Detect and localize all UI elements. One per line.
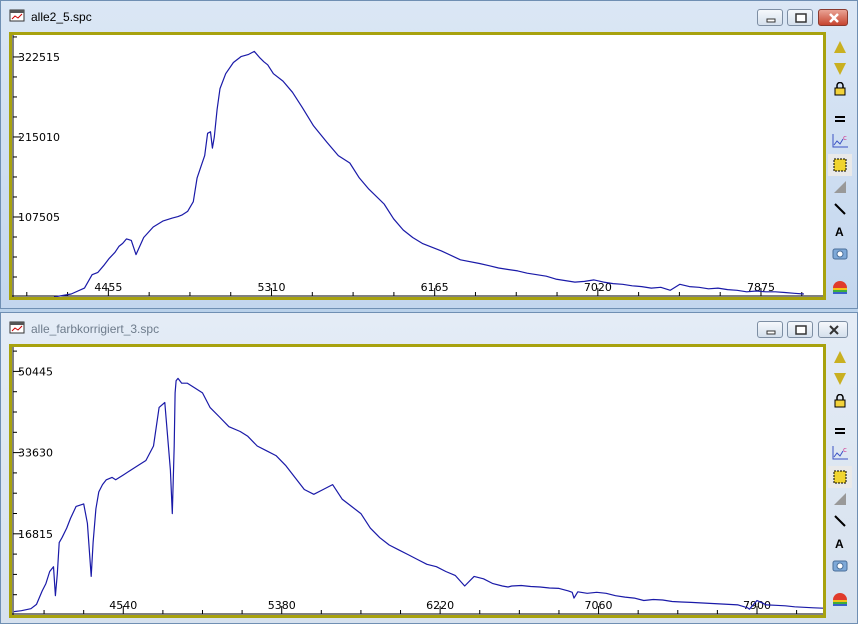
- minimize-icon: [766, 330, 776, 335]
- color-palette-icon: [833, 281, 847, 294]
- arrow-up-icon: [834, 41, 846, 53]
- spectrum-window-1: alle2_5.spc 107505 215010 322515 4455 5310 61…: [0, 0, 858, 309]
- spectrum-line: [13, 377, 823, 613]
- equals-button[interactable]: [828, 108, 852, 130]
- document-icon: [9, 321, 25, 334]
- camera-icon: [832, 560, 848, 572]
- line-tool-icon: [834, 203, 846, 215]
- maximize-icon: [795, 325, 807, 335]
- scroll-up-button[interactable]: [828, 36, 852, 58]
- line-tool-icon: [834, 515, 846, 527]
- svg-text:A: A: [835, 537, 844, 550]
- y-tick-label: 50445: [18, 365, 53, 378]
- close-button[interactable]: [818, 321, 848, 338]
- y-tick-label: 33630: [18, 447, 53, 460]
- lock-button[interactable]: [828, 78, 852, 100]
- arrow-up-icon: [834, 351, 846, 363]
- scroll-down-button[interactable]: [828, 368, 852, 390]
- svg-text:c: c: [843, 134, 847, 142]
- select-region-button[interactable]: [828, 466, 852, 488]
- x-tick-label: 4540: [109, 599, 137, 612]
- text-tool-icon: A: [835, 225, 844, 238]
- title-bar[interactable]: alle_farbkorrigiert_3.spc: [1, 313, 857, 343]
- document-icon: [9, 9, 25, 22]
- maximize-button[interactable]: [787, 321, 813, 338]
- profile-graph-icon: c: [832, 134, 848, 148]
- y-tick-label: 107505: [18, 211, 60, 224]
- line-tool-button[interactable]: [828, 510, 852, 532]
- gradient-icon: [834, 493, 846, 505]
- close-icon: [829, 13, 839, 23]
- lock-icon: [834, 394, 846, 408]
- x-tick-label: 5380: [268, 599, 296, 612]
- color-palette-button[interactable]: [828, 276, 852, 298]
- spectrum-line: [53, 50, 804, 297]
- x-tick-label: 6220: [426, 599, 454, 612]
- camera-icon: [832, 248, 848, 260]
- x-tick-label: 6165: [421, 281, 449, 294]
- text-tool-button[interactable]: A: [828, 532, 852, 554]
- gradient-button[interactable]: [828, 488, 852, 510]
- x-tick-label: 5310: [258, 281, 286, 294]
- maximize-icon: [795, 13, 807, 23]
- lock-button[interactable]: [828, 390, 852, 412]
- window-title: alle_farbkorrigiert_3.spc: [31, 322, 160, 336]
- title-bar[interactable]: alle2_5.spc: [1, 1, 857, 31]
- x-tick-label: 4455: [94, 281, 122, 294]
- profile-button[interactable]: c: [828, 130, 852, 152]
- close-button[interactable]: [818, 9, 848, 26]
- profile-button[interactable]: c: [828, 442, 852, 464]
- window-title: alle2_5.spc: [31, 10, 92, 24]
- scroll-down-button[interactable]: [828, 58, 852, 80]
- y-tick-label: 322515: [18, 51, 60, 64]
- arrow-down-icon: [834, 63, 846, 75]
- select-rect-icon: [833, 158, 847, 172]
- gradient-button[interactable]: [828, 176, 852, 198]
- spectrum-window-2: alle_farbkorrigiert_3.spc 16815 33630 5044…: [0, 312, 858, 624]
- svg-text:A: A: [835, 225, 844, 238]
- svg-text:c: c: [843, 446, 847, 454]
- snapshot-button[interactable]: [828, 242, 852, 264]
- y-tick-label: 215010: [18, 131, 60, 144]
- color-palette-button[interactable]: [828, 588, 852, 610]
- text-tool-button[interactable]: A: [828, 220, 852, 242]
- x-tick-label: 7060: [585, 599, 613, 612]
- equals-button[interactable]: [828, 420, 852, 442]
- close-icon: [829, 325, 839, 335]
- equals-icon: [835, 428, 845, 434]
- y-tick-label: 16815: [18, 528, 53, 541]
- equals-icon: [835, 116, 845, 122]
- arrow-down-icon: [834, 373, 846, 385]
- profile-graph-icon: c: [832, 446, 848, 460]
- color-palette-icon: [833, 593, 847, 606]
- lock-icon: [834, 82, 846, 96]
- text-tool-icon: A: [835, 537, 844, 550]
- spectrum-plot[interactable]: 16815 33630 50445 4540 5380 6220 7060 7900: [9, 344, 826, 618]
- x-tick-label: 7020: [584, 281, 612, 294]
- select-region-button[interactable]: [828, 154, 852, 176]
- maximize-button[interactable]: [787, 9, 813, 26]
- minimize-icon: [766, 18, 776, 23]
- line-tool-button[interactable]: [828, 198, 852, 220]
- snapshot-button[interactable]: [828, 554, 852, 576]
- spectrum-plot[interactable]: 107505 215010 322515 4455 5310 6165 7020 7875: [9, 32, 826, 300]
- minimize-button[interactable]: [757, 9, 783, 26]
- gradient-icon: [834, 181, 846, 193]
- scroll-up-button[interactable]: [828, 346, 852, 368]
- select-rect-icon: [833, 470, 847, 484]
- minimize-button[interactable]: [757, 321, 783, 338]
